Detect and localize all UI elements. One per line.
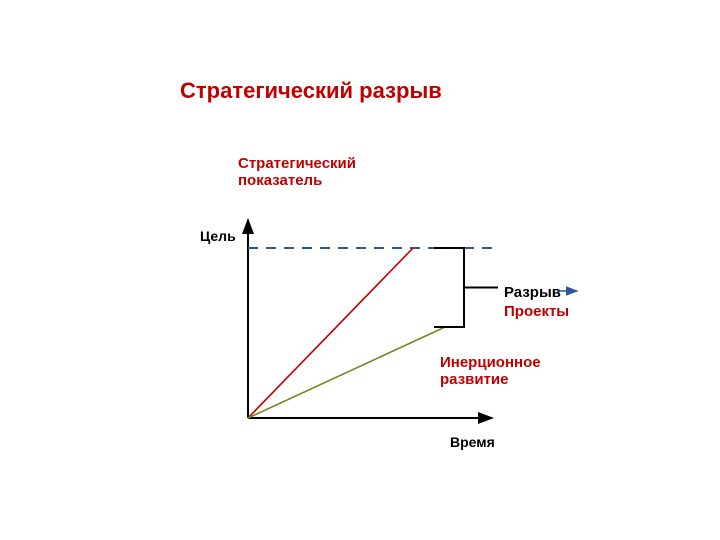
gap-bracket <box>434 248 498 327</box>
inertial-line <box>248 327 445 418</box>
diagram-svg <box>0 0 720 540</box>
diagram-stage: Стратегический разрыв Стратегический пок… <box>0 0 720 540</box>
strategic-line <box>248 248 413 418</box>
